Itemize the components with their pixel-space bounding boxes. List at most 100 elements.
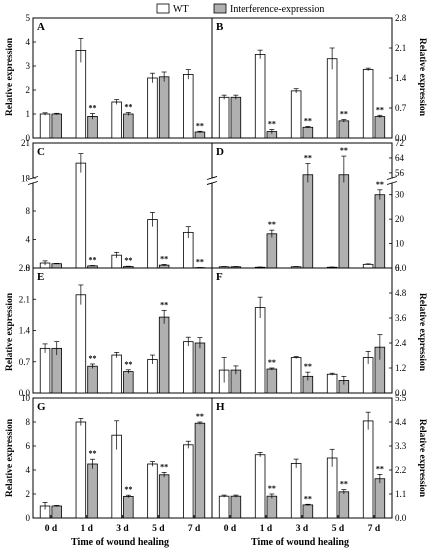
x-tick-label: 5 d [332, 524, 345, 534]
bar-interference [159, 317, 169, 393]
x-tick-label: 5 d [152, 524, 165, 534]
significance-mark: ** [124, 256, 132, 265]
x-tick-label: 1 d [260, 524, 273, 534]
legend: WT Interference-expression [157, 4, 324, 15]
y-tick-label: 1.4 [19, 326, 31, 336]
bar-interference [124, 372, 134, 393]
y-tick-label: 2.8 [395, 13, 407, 23]
bar-wt [148, 360, 158, 393]
bar-wt [76, 163, 86, 268]
bar-wt [363, 264, 373, 268]
significance-mark: ** [124, 360, 132, 369]
significance-mark: ** [89, 354, 97, 363]
panel-b: 0.00.71.42.12.8********B [212, 13, 407, 143]
y-tick-label: 2.2 [395, 465, 406, 475]
significance-mark: ** [160, 300, 168, 309]
significance-mark: ** [376, 180, 384, 189]
bar-interference [375, 195, 385, 268]
bar-wt [219, 496, 229, 518]
significance-mark: ** [196, 412, 204, 421]
bar-interference [88, 366, 98, 393]
bar-wt [148, 464, 158, 518]
significance-mark: ** [268, 220, 276, 229]
y-tick-label: 0.0 [395, 513, 407, 523]
y-tick-label: 5.5 [395, 393, 407, 403]
significance-mark: ** [268, 358, 276, 367]
legend-label-wt: WT [173, 4, 189, 15]
x-tick-label: 0 d [224, 524, 237, 534]
significance-mark: ** [196, 121, 204, 130]
ylabel-right-row3: Relative expression [417, 293, 427, 372]
y-tick-label: 4 [26, 37, 31, 47]
x-tick-label: 3 d [296, 524, 309, 534]
y-tick-label: 20 [395, 214, 405, 224]
bar-wt [255, 54, 265, 138]
bar-interference [339, 492, 349, 518]
panel-h: 0.01.12.23.34.45.50 d**1 d**3 d**5 d**7 … [212, 393, 407, 534]
significance-mark: ** [376, 464, 384, 473]
bar-wt [76, 295, 86, 393]
legend-swatch-interference [214, 4, 226, 13]
significance-mark: ** [196, 258, 204, 267]
panel-letter: D [216, 146, 224, 158]
bar-wt [291, 358, 301, 393]
panel-frame [212, 143, 392, 268]
y-tick-label: 2.8 [19, 263, 31, 273]
y-tick-label: 8 [26, 206, 31, 216]
bar-wt [255, 308, 265, 393]
y-tick-label: 3 [26, 61, 31, 71]
x-tick-label: 7 d [188, 524, 201, 534]
xlabel-right: Time of wound healing [251, 537, 349, 548]
y-tick-label: 2.1 [19, 294, 30, 304]
y-tick-label: 3.3 [395, 441, 407, 451]
panel-e: 0.00.71.42.12.8******E [19, 263, 212, 398]
bar-interference [375, 479, 385, 518]
y-tick-label: 10 [395, 239, 405, 249]
significance-mark: ** [160, 254, 168, 263]
y-tick-label: 4.8 [395, 288, 407, 298]
y-tick-label: 1.1 [395, 489, 406, 499]
x-tick-label: 3 d [116, 524, 129, 534]
bar-wt [40, 348, 50, 393]
y-tick-label: 8 [26, 417, 31, 427]
x-tick-label: 1 d [80, 524, 93, 534]
x-tick-label: 7 d [368, 524, 381, 534]
bar-interference [159, 77, 169, 138]
significance-mark: ** [376, 105, 384, 114]
bar-interference [231, 496, 241, 518]
y-tick-label: 10 [21, 393, 31, 403]
bar-wt [76, 422, 86, 518]
bar-interference [88, 464, 98, 518]
bar-interference [303, 505, 313, 518]
significance-mark: ** [89, 104, 97, 113]
panel-letter: H [216, 401, 225, 413]
bar-wt [148, 78, 158, 138]
panel-letter: E [37, 271, 44, 283]
bar-wt [327, 59, 337, 138]
bar-wt [327, 374, 337, 393]
bar-interference [124, 114, 134, 138]
y-tick-label: 2 [26, 85, 31, 95]
y-tick-label: 72 [395, 138, 404, 148]
ylabel-right-row4: Relative expression [417, 419, 427, 498]
bar-wt [255, 455, 265, 518]
bar-interference [195, 343, 205, 393]
y-tick-label: 1.4 [395, 73, 407, 83]
bar-wt [363, 421, 373, 518]
significance-mark: ** [268, 119, 276, 128]
bar-interference [303, 175, 313, 268]
ylabel-left-row1: Relative expression [5, 37, 15, 116]
bar-interference [339, 175, 349, 268]
bar-wt [291, 463, 301, 518]
bar-wt [148, 220, 158, 268]
y-tick-label: 64 [395, 153, 405, 163]
ylabel-right-row1: Relative expression [417, 38, 427, 117]
ylabel-left-row4: Relative expression [5, 418, 15, 497]
y-tick-label: 3.6 [395, 313, 407, 323]
y-tick-label: 6.0 [395, 263, 407, 273]
bar-interference [52, 114, 62, 138]
